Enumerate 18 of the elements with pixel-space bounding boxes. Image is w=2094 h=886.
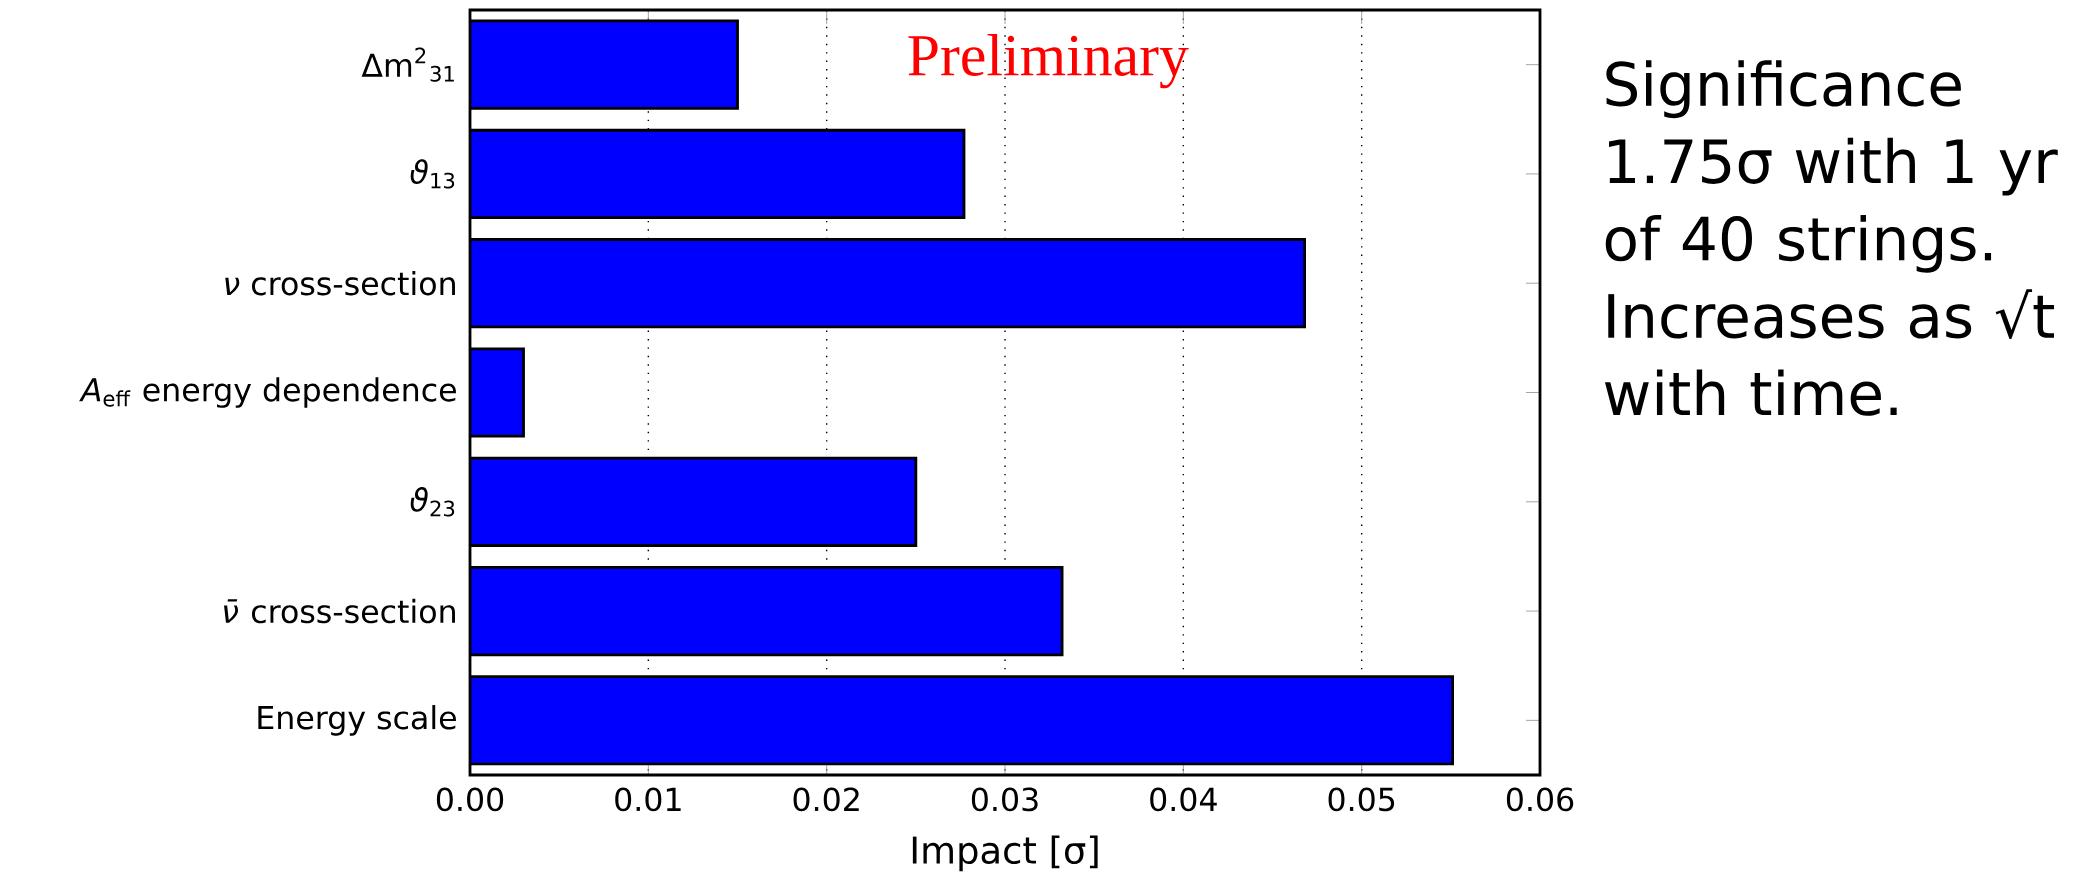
y-tick-label: Δm$^{2}$31 [361, 47, 454, 82]
x-axis-title: Impact [σ] [912, 835, 1098, 872]
x-tick-label: 0.06 [1506, 787, 1574, 812]
y-tick-label: ν̄ cross-section [224, 598, 455, 624]
annotation: Preliminary [908, 33, 1189, 89]
text: Significance 1.75σ with 1 yr of 40 strings. [1605, 60, 2058, 273]
x-tick-label: 0.04 [1150, 787, 1217, 812]
x-tick-label: 0.00 [436, 787, 504, 812]
y-tick-label: ν cross-section [225, 270, 455, 296]
y-tick-label: A$_{eff}$ energy dependence [79, 377, 456, 408]
x-tick-label: 0.03 [971, 787, 1038, 812]
text: Increases as √t with time. [1604, 289, 2055, 416]
y-tick-label: ϑ$_{23}$ [410, 487, 455, 517]
x-tick-label: 0.02 [793, 787, 859, 812]
x-tick-label: 0.05 [1328, 787, 1395, 812]
y-tick-label: ϑ$_{13}$ [410, 159, 455, 189]
y-tick-label: Energy scale [258, 705, 456, 736]
x-tick-label: 0.01 [615, 787, 681, 812]
